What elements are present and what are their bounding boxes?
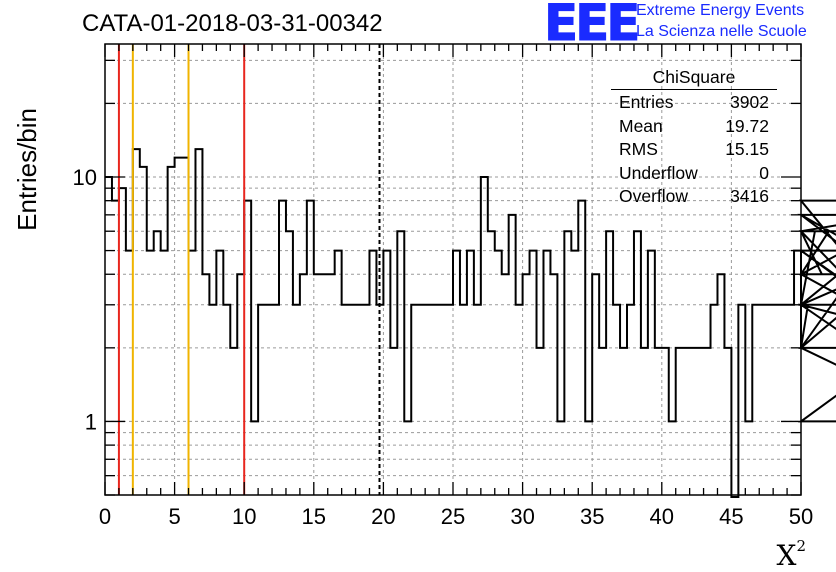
x-tick-label: 20 (371, 504, 395, 529)
stats-box-title: ChiSquare (611, 67, 777, 90)
y-axis-label: Entries/bin (12, 108, 42, 231)
stats-label: RMS (619, 139, 658, 160)
x-axis-label-superscript: 2 (796, 537, 806, 555)
stats-box: ChiSquare Entries 3902 Mean 19.72 RMS 15.15… (611, 67, 777, 210)
stats-row-entries: Entries 3902 (611, 92, 777, 116)
x-axis-label: X2 (777, 537, 806, 572)
stats-row-mean: Mean 19.72 (611, 116, 777, 140)
x-tick-label: 25 (441, 504, 465, 529)
stats-value: 3416 (730, 186, 769, 207)
logo-line-1: Extreme Energy Events (636, 2, 805, 19)
stats-row-underflow: Underflow 0 (611, 163, 777, 187)
stats-label: Underflow (619, 162, 698, 183)
x-tick-label: 15 (302, 504, 326, 529)
x-tick-label: 45 (719, 504, 743, 529)
x-tick-label: 50 (789, 504, 813, 529)
stats-value: 3902 (730, 92, 769, 112)
stats-row-overflow: Overflow 3416 (611, 186, 777, 210)
x-tick-label: 10 (232, 504, 256, 529)
stats-row-rms: RMS 15.15 (611, 139, 777, 163)
x-tick-label: 40 (650, 504, 674, 529)
logo-line-2: La Scienza nelle Scuole (636, 23, 807, 40)
stats-value: 19.72 (725, 115, 769, 136)
stats-label: Entries (619, 92, 674, 112)
chart-title: CATA-01-2018-03-31-00342 (82, 10, 383, 37)
stats-label: Overflow (619, 186, 689, 207)
eee-logo: EEE (543, 0, 640, 53)
stats-value: 0 (759, 162, 769, 183)
y-tick-label: 1 (85, 409, 97, 434)
x-tick-label: 35 (580, 504, 604, 529)
stats-value: 15.15 (725, 139, 769, 160)
x-axis-label-main: X (776, 539, 797, 572)
x-tick-label: 0 (99, 504, 111, 529)
stats-label: Mean (619, 115, 663, 136)
x-tick-label: 5 (168, 504, 180, 529)
y-tick-label: 10 (73, 165, 97, 190)
x-tick-label: 30 (510, 504, 534, 529)
